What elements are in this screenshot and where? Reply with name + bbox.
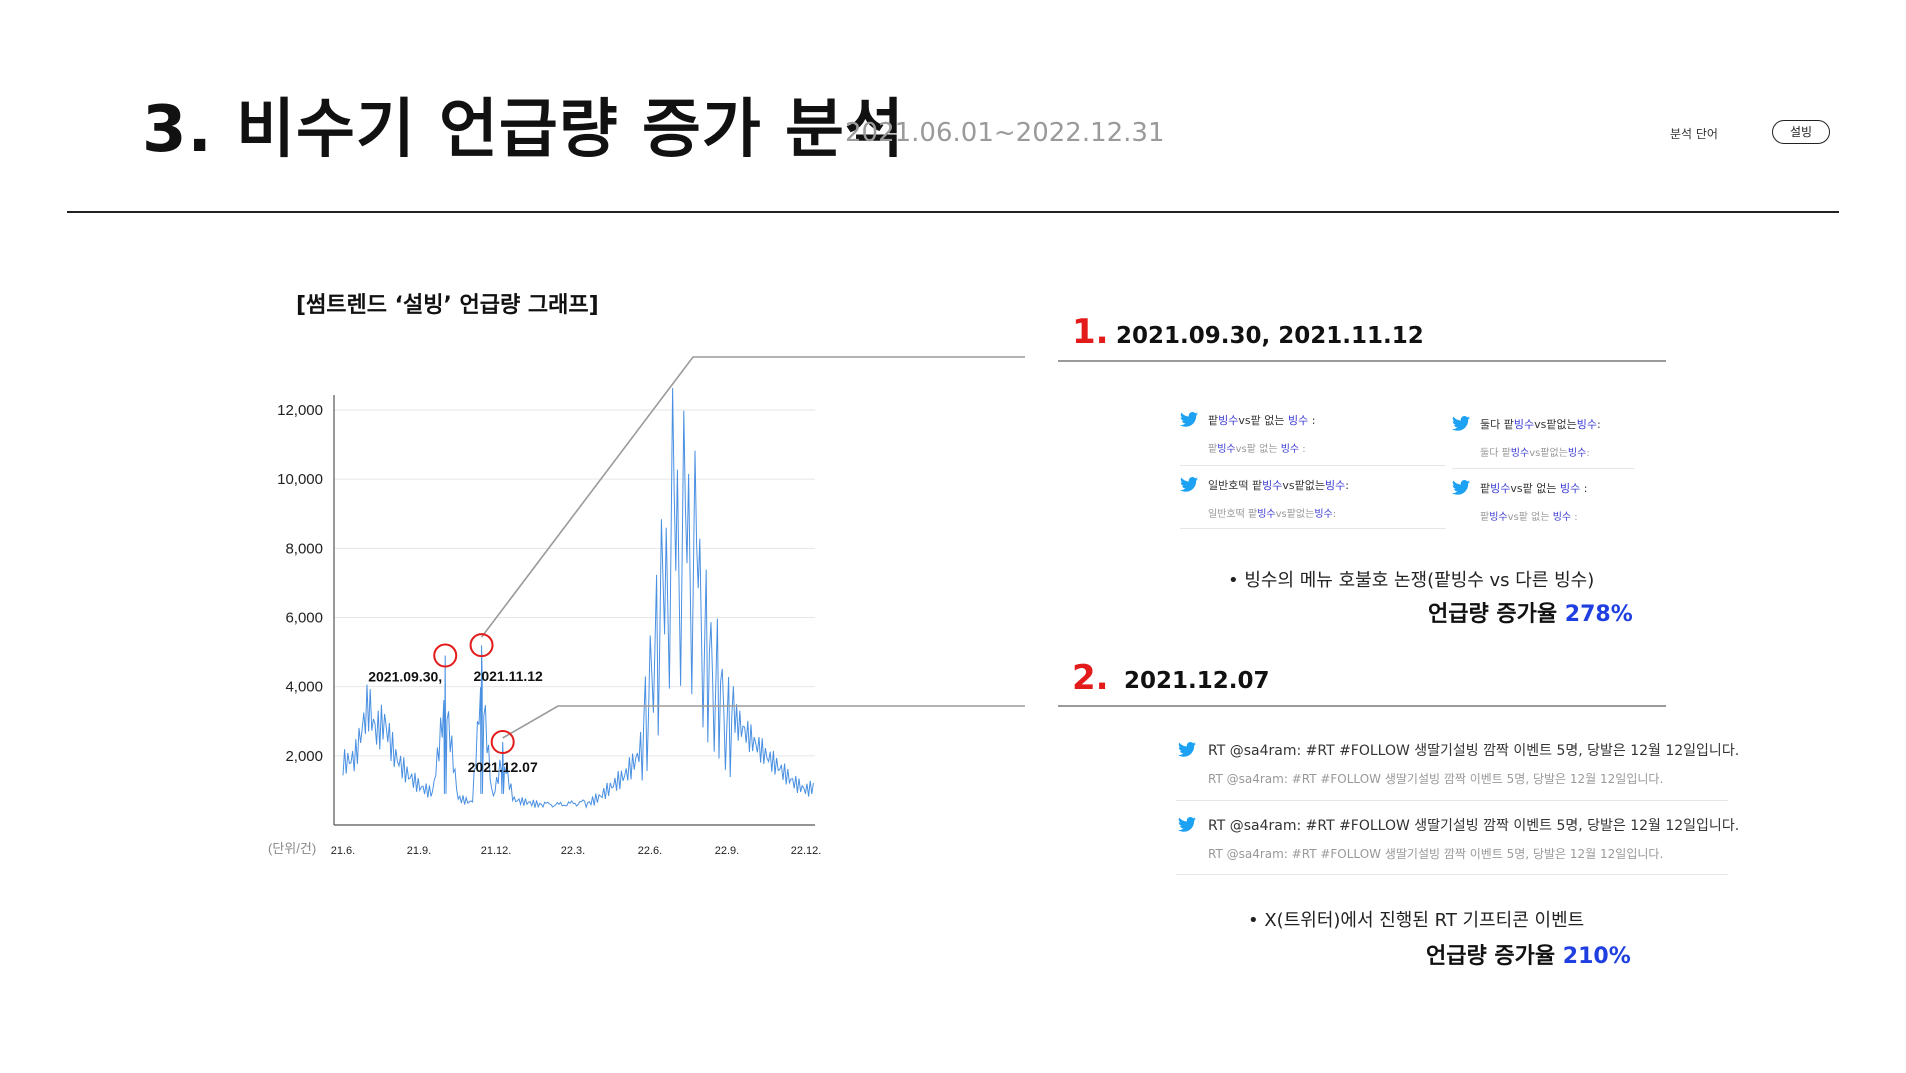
- section-2-dates: 2021.12.07: [1124, 668, 1270, 694]
- y-unit-label: (단위/건): [268, 841, 316, 856]
- annotation-label: 2021.11.12: [474, 668, 544, 684]
- section-1-number: 1.: [1072, 312, 1109, 352]
- chart-annotations: 2021.09.30, 2021.11.12 2021.12.07: [368, 633, 544, 775]
- rt-tweet-text: RT @sa4ram: #RT #FOLLOW 생딸기설빙 깜짝 이벤트 5명,…: [1208, 743, 1740, 759]
- x-tick-label: 22.3.: [561, 845, 585, 857]
- annotation-circle: [433, 643, 458, 668]
- section-1-dates: 2021.09.30, 2021.11.12: [1116, 323, 1424, 349]
- y-tick-label: 10,000: [277, 471, 323, 488]
- tweet-divider: [1180, 465, 1446, 466]
- x-tick-label: 22.12.: [791, 845, 822, 857]
- chart-axes: 12,000 10,000 8,000 6,000 4,000 2,000 21.6. 21.…: [268, 395, 821, 857]
- twitter-bird-icon: [1180, 412, 1198, 430]
- tweet-divider: [1176, 874, 1728, 875]
- tweet-divider: [1180, 528, 1446, 529]
- y-tick-label: 4,000: [285, 679, 323, 696]
- rt-tweet-card[interactable]: RT @sa4ram: #RT #FOLLOW 생딸기설빙 깜짝 이벤트 5명,…: [1178, 740, 1739, 786]
- section-2-bullet: • X(트위터)에서 진행된 RT 기프티콘 이벤트: [1248, 910, 1585, 931]
- tweet-card[interactable]: 일반호떡 팥빙수vs팥없는빙수: 일반호떡 팥빙수vs팥없는빙수:: [1180, 477, 1440, 520]
- tweet-divider: [1176, 800, 1728, 801]
- section-1-rule: [1058, 360, 1666, 362]
- x-tick-label: 21.6.: [331, 845, 355, 857]
- rt-tweet-card[interactable]: RT @sa4ram: #RT #FOLLOW 생딸기설빙 깜짝 이벤트 5명,…: [1178, 815, 1739, 861]
- y-tick-label: 2,000: [285, 748, 323, 765]
- twitter-bird-icon: [1178, 817, 1196, 836]
- rt-tweet-subtext: RT @sa4ram: #RT #FOLLOW 생딸기설빙 깜짝 이벤트 5명,…: [1208, 847, 1664, 861]
- y-tick-label: 6,000: [285, 610, 323, 627]
- y-tick-label: 8,000: [285, 540, 323, 557]
- twitter-bird-icon: [1180, 477, 1198, 495]
- callout-connectors: [480, 356, 1025, 739]
- section-1-rate: 언급량 증가율 278%: [1428, 602, 1633, 627]
- analysis-word-label: 분석 단어: [1670, 127, 1718, 141]
- rt-tweet-subtext: RT @sa4ram: #RT #FOLLOW 생딸기설빙 깜짝 이벤트 5명,…: [1208, 772, 1664, 786]
- x-tick-label: 21.12.: [481, 845, 512, 857]
- annotation-circle: [469, 633, 494, 658]
- annotation-label: 2021.12.07: [468, 759, 538, 775]
- section-2-rate: 언급량 증가율 210%: [1426, 944, 1631, 969]
- date-range: 2021.06.01~2022.12.31: [845, 118, 1165, 148]
- slide-title: 3. 비수기 언급량 증가 분석: [142, 93, 905, 167]
- tweet-card[interactable]: 팥빙수vs팥 없는 빙수 : 팥빙수vs팥 없는 빙수 :: [1452, 480, 1652, 523]
- x-tick-label: 22.6.: [638, 845, 662, 857]
- keyword-chip[interactable]: 설빙: [1772, 120, 1830, 144]
- chart-grid: [334, 409, 815, 757]
- chart-title: [썸트렌드 ‘설빙’ 언급량 그래프]: [296, 293, 599, 318]
- section-2-rule: [1058, 705, 1666, 707]
- section-2-number: 2.: [1072, 658, 1109, 698]
- series-line: [342, 387, 814, 809]
- y-tick-label: 12,000: [277, 402, 323, 419]
- twitter-bird-icon: [1452, 416, 1470, 434]
- x-tick-label: 21.9.: [407, 845, 431, 857]
- rt-tweet-text: RT @sa4ram: #RT #FOLLOW 생딸기설빙 깜짝 이벤트 5명,…: [1208, 818, 1740, 834]
- tweet-card[interactable]: 둘다 팥빙수vs팥없는빙수: 둘다 팥빙수vs팥없는빙수:: [1452, 416, 1652, 459]
- chart-series: [342, 387, 814, 809]
- annotation-circle: [490, 730, 515, 754]
- header-divider: [67, 211, 1839, 213]
- tweet-divider: [1452, 468, 1634, 469]
- section-1-bullet: • 빙수의 메뉴 호불호 논쟁(팥빙수 vs 다른 빙수): [1228, 570, 1595, 591]
- twitter-bird-icon: [1178, 742, 1196, 761]
- connector-line: [480, 356, 1025, 638]
- twitter-bird-icon: [1452, 480, 1470, 498]
- connector-line: [502, 705, 1025, 739]
- tweet-card[interactable]: 팥빙수vs팥 없는 빙수 : 팥빙수vs팥 없는 빙수 :: [1180, 412, 1440, 455]
- x-tick-label: 22.9.: [715, 845, 739, 857]
- annotation-label: 2021.09.30,: [368, 669, 442, 685]
